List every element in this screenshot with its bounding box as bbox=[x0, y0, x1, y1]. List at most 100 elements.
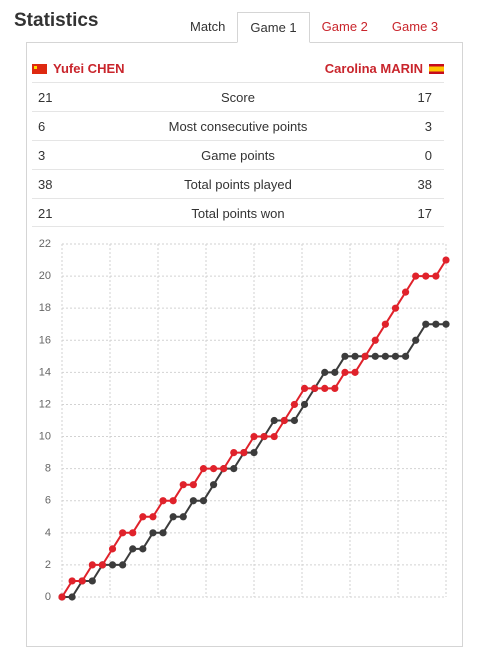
data-point bbox=[412, 336, 420, 344]
player-right: Carolina MARIN bbox=[325, 61, 444, 76]
stat-left-value: 21 bbox=[38, 90, 53, 105]
data-point bbox=[351, 352, 359, 360]
y-tick-label: 22 bbox=[39, 238, 51, 250]
data-point bbox=[230, 448, 238, 457]
data-point bbox=[422, 272, 430, 280]
stat-row-score: 21 Score 17 bbox=[32, 82, 444, 111]
stat-row-consecutive: 6 Most consecutive points 3 bbox=[32, 111, 444, 140]
data-point bbox=[159, 497, 167, 505]
stat-label: Game points bbox=[201, 148, 275, 163]
stat-right-value: 0 bbox=[424, 148, 432, 163]
tab-match[interactable]: Match bbox=[190, 19, 226, 34]
data-point bbox=[321, 384, 329, 393]
tab-game-3[interactable]: Game 3 bbox=[391, 19, 439, 34]
y-tick-label: 4 bbox=[45, 527, 51, 539]
data-point bbox=[422, 320, 430, 328]
data-point bbox=[391, 352, 400, 360]
points-progression-chart: 0 2 4 6 8 10 12 14 16 18 20 22 bbox=[27, 233, 462, 618]
y-tick-label: 2 bbox=[45, 559, 51, 571]
data-point bbox=[169, 497, 177, 505]
data-point bbox=[442, 256, 450, 264]
data-point bbox=[209, 481, 218, 489]
data-point bbox=[179, 513, 187, 521]
stat-row-game-points: 3 Game points 0 bbox=[32, 140, 444, 169]
data-point bbox=[119, 561, 127, 569]
players-header: Yufei CHEN Carolina MARIN bbox=[32, 61, 444, 79]
y-tick-label: 14 bbox=[39, 366, 51, 378]
data-point bbox=[260, 432, 268, 441]
player-right-name: Carolina MARIN bbox=[324, 61, 423, 76]
data-point bbox=[159, 529, 167, 537]
data-point bbox=[432, 320, 440, 328]
spain-flag-icon bbox=[429, 63, 444, 74]
data-point bbox=[119, 529, 127, 537]
stat-left-value: 6 bbox=[38, 119, 46, 134]
data-point bbox=[341, 368, 349, 376]
data-point bbox=[270, 432, 278, 441]
stat-left-value: 38 bbox=[38, 177, 53, 192]
stat-right-value: 17 bbox=[417, 90, 432, 105]
data-point bbox=[139, 513, 147, 521]
tab-game-1[interactable]: Game 1 bbox=[237, 12, 310, 43]
page-title: Statistics bbox=[14, 10, 99, 31]
data-point bbox=[88, 561, 96, 569]
stat-left-value: 21 bbox=[38, 206, 53, 221]
data-point bbox=[351, 368, 359, 376]
y-tick-label: 18 bbox=[39, 302, 51, 314]
data-point bbox=[290, 416, 299, 425]
y-tick-label: 0 bbox=[45, 591, 51, 603]
data-point bbox=[250, 432, 258, 441]
data-point bbox=[280, 416, 288, 425]
data-point bbox=[68, 593, 76, 601]
tab-game-2[interactable]: Game 2 bbox=[321, 19, 368, 34]
player-left: Yufei CHEN bbox=[32, 61, 125, 76]
data-point bbox=[371, 336, 379, 344]
data-point bbox=[391, 304, 400, 312]
stats-table: 21 Score 17 6 Most consecutive points 3 … bbox=[32, 82, 444, 227]
y-tick-label: 6 bbox=[45, 495, 51, 507]
data-point bbox=[300, 384, 309, 393]
data-point bbox=[179, 481, 187, 489]
stat-row-points-played: 38 Total points played 38 bbox=[32, 169, 444, 198]
data-point bbox=[270, 416, 278, 425]
stat-label: Score bbox=[221, 90, 255, 105]
data-point bbox=[199, 497, 208, 505]
data-point bbox=[381, 320, 389, 328]
game-tabs: Match Game 1 Game 2 Game 3 bbox=[178, 12, 450, 43]
data-point bbox=[68, 577, 76, 585]
y-tick-label: 20 bbox=[39, 270, 51, 282]
chart-svg: 0 2 4 6 8 10 12 14 16 18 20 22 bbox=[39, 238, 450, 603]
data-point bbox=[311, 384, 319, 393]
data-point bbox=[321, 368, 329, 376]
data-point bbox=[331, 368, 339, 376]
data-point bbox=[169, 513, 177, 521]
data-point bbox=[341, 352, 349, 360]
data-point bbox=[401, 288, 410, 296]
stat-right-value: 3 bbox=[424, 119, 432, 134]
data-point bbox=[371, 352, 379, 360]
data-point bbox=[88, 577, 96, 585]
data-point bbox=[220, 465, 228, 473]
data-point bbox=[300, 400, 309, 409]
statistics-header: Statistics Match Game 1 Game 2 Game 3 bbox=[0, 0, 486, 43]
data-point bbox=[290, 400, 299, 409]
data-point bbox=[209, 465, 218, 473]
data-point bbox=[58, 593, 66, 601]
data-point bbox=[199, 465, 208, 473]
stat-left-value: 3 bbox=[38, 148, 46, 163]
data-point bbox=[129, 545, 137, 553]
data-point bbox=[381, 352, 389, 360]
data-point bbox=[98, 561, 107, 569]
y-tick-label: 12 bbox=[39, 398, 51, 410]
stat-right-value: 38 bbox=[417, 177, 432, 192]
data-point bbox=[401, 352, 410, 360]
data-point bbox=[412, 272, 420, 280]
data-point bbox=[78, 577, 86, 585]
data-point bbox=[108, 561, 117, 569]
data-point bbox=[442, 320, 450, 328]
stat-label: Total points won bbox=[191, 206, 285, 221]
stat-right-value: 17 bbox=[417, 206, 432, 221]
statistics-panel: Yufei CHEN Carolina MARIN 21 Score 17 6 … bbox=[26, 42, 463, 647]
data-point bbox=[230, 465, 238, 473]
data-point bbox=[240, 448, 248, 457]
